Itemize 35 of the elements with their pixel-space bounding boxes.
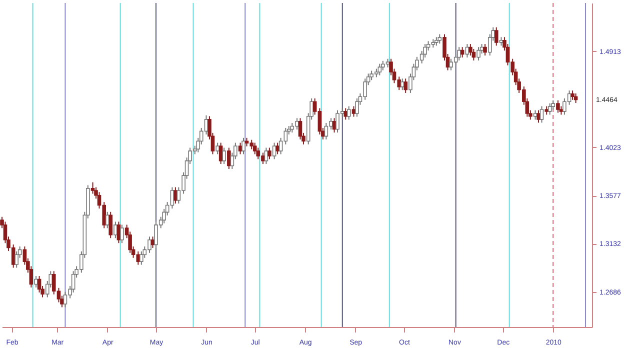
candlestick [114, 221, 118, 239]
candlestick [438, 34, 442, 44]
candlestick [536, 110, 540, 124]
candlestick [290, 122, 294, 133]
candlestick [139, 250, 144, 266]
candlestick [346, 106, 351, 120]
candlestick [548, 102, 552, 116]
candlestick [355, 98, 359, 118]
candlestick [483, 44, 487, 56]
candlestick [276, 142, 280, 155]
candlestick [14, 250, 18, 268]
candlestick [551, 100, 555, 110]
candlestick [336, 110, 340, 133]
candlestick [242, 137, 246, 155]
candlestick [108, 211, 112, 239]
candlestick [222, 147, 226, 165]
candlestick [216, 142, 220, 155]
candlestick [34, 276, 38, 288]
candlestick [570, 90, 574, 100]
candlestick [120, 224, 124, 244]
candlestick [252, 142, 257, 155]
candlestick [268, 147, 272, 160]
candlestick [460, 46, 464, 58]
candlestick [378, 63, 382, 76]
candlestick [540, 106, 544, 124]
candlestick [556, 100, 560, 114]
candlestick [574, 92, 578, 104]
candlestick [227, 147, 231, 170]
candlestick [494, 26, 498, 46]
candlestick [476, 46, 480, 61]
candlestick [174, 186, 178, 204]
candlestick [324, 122, 328, 140]
candlestick [344, 108, 348, 120]
candlestick [90, 182, 95, 194]
candlestick [404, 78, 408, 94]
